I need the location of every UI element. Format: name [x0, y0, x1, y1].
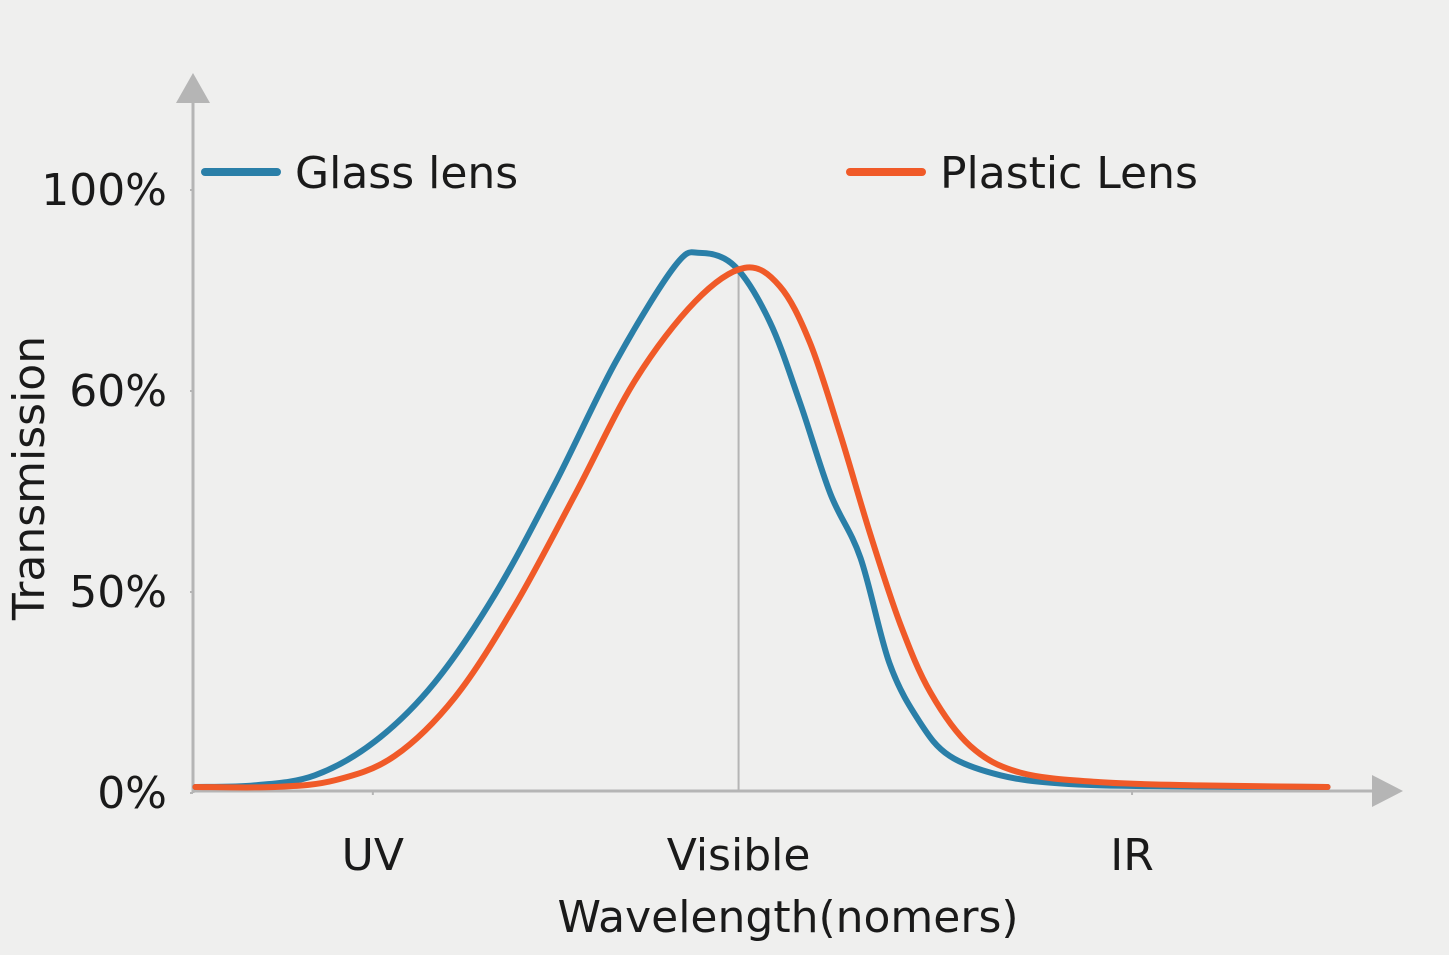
y-tick-label: 100% [41, 165, 167, 216]
x-tick-label: IR [1110, 830, 1154, 881]
x-tick-label: UV [342, 830, 404, 881]
series-line [192, 249, 1331, 790]
y-tick-label: 60% [69, 366, 167, 417]
x-axis-arrow [1372, 775, 1403, 807]
y-axis-arrow [176, 73, 210, 103]
y-tick-label: 50% [69, 567, 167, 618]
legend-label: Glass lens [295, 148, 518, 199]
x-axis-title: Wavelength(nomers) [557, 892, 1018, 943]
legend-label: Plastic Lens [940, 148, 1198, 199]
x-tick-label: Visible [667, 830, 811, 881]
y-tick-label: 0% [97, 768, 167, 819]
series-line [192, 264, 1331, 791]
y-axis-title: Transmission [4, 336, 55, 621]
